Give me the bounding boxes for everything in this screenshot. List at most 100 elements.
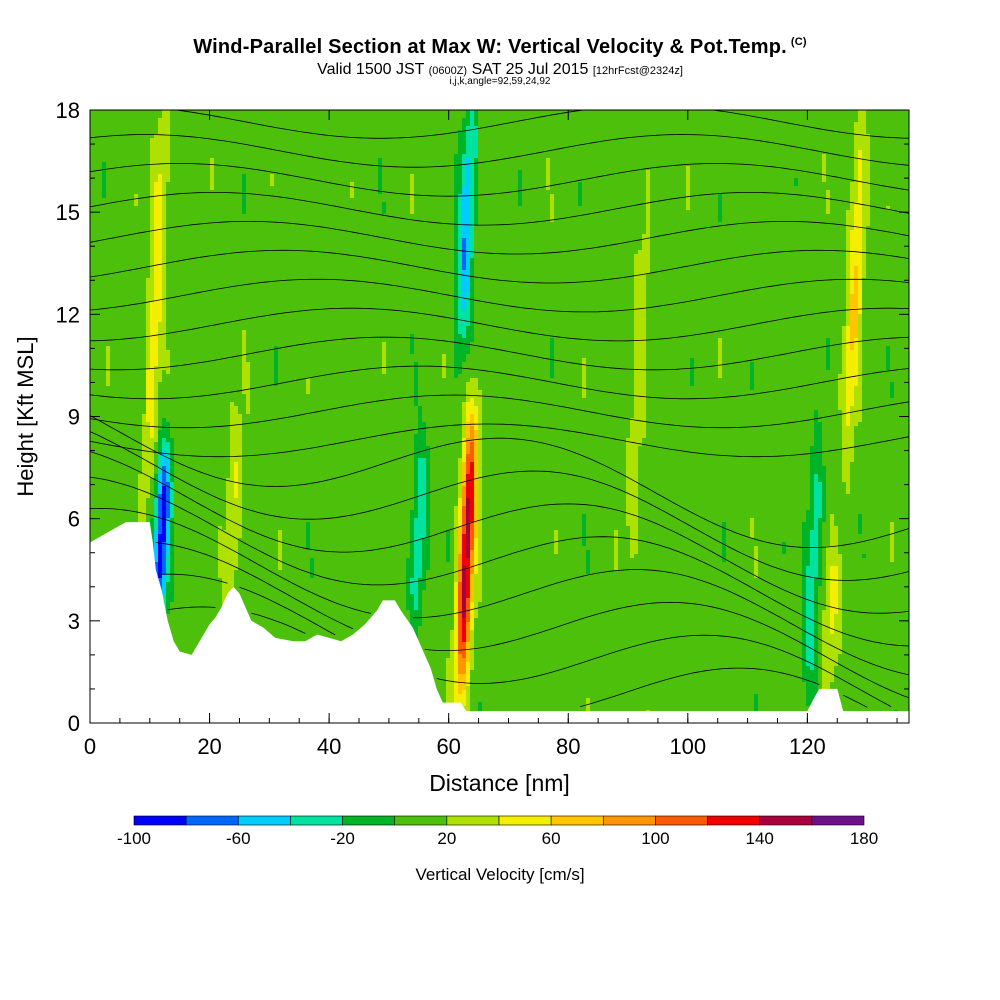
velocity-cell [110, 342, 114, 346]
velocity-cell [122, 350, 126, 354]
velocity-cell [94, 438, 98, 442]
velocity-cell [118, 334, 122, 338]
velocity-cell [134, 426, 138, 430]
velocity-cell [122, 330, 126, 334]
velocity-cell [110, 362, 114, 366]
velocity-cell [106, 486, 110, 490]
velocity-cell [130, 426, 134, 430]
velocity-cell [110, 378, 114, 382]
velocity-cell [106, 446, 110, 450]
velocity-cell [118, 194, 122, 198]
velocity-cell [122, 214, 126, 218]
velocity-cell [94, 338, 98, 342]
velocity-cell [102, 354, 106, 358]
velocity-cell [94, 110, 98, 114]
velocity-cell [126, 382, 130, 386]
velocity-cell [122, 478, 126, 482]
velocity-cell [118, 242, 122, 246]
velocity-cell [106, 218, 110, 222]
velocity-cell [122, 418, 126, 422]
velocity-cell [102, 146, 106, 150]
velocity-cell [102, 358, 106, 362]
velocity-cell [122, 486, 126, 490]
velocity-cell [126, 214, 130, 218]
velocity-cell [90, 230, 94, 234]
velocity-cell [102, 262, 106, 266]
velocity-cell [102, 502, 106, 506]
velocity-cell [98, 406, 102, 410]
velocity-cell [118, 498, 122, 502]
velocity-cell [134, 294, 138, 298]
velocity-cell [90, 510, 94, 514]
velocity-cell [114, 378, 118, 382]
velocity-cell [118, 510, 122, 514]
velocity-cell [110, 286, 114, 290]
velocity-cell [134, 306, 138, 310]
velocity-cell [122, 314, 126, 318]
velocity-cell [134, 290, 138, 294]
velocity-cell [122, 246, 126, 250]
velocity-cell [118, 294, 122, 298]
velocity-cell [130, 290, 134, 294]
velocity-cell [110, 146, 114, 150]
velocity-cell [130, 218, 134, 222]
velocity-cell [90, 354, 94, 358]
velocity-cell [110, 130, 114, 134]
velocity-cell [110, 370, 114, 374]
velocity-cell [98, 274, 102, 278]
velocity-cell [114, 290, 118, 294]
velocity-cell [90, 466, 94, 470]
velocity-cell [114, 170, 118, 174]
velocity-cell [130, 434, 134, 438]
velocity-cell [102, 486, 106, 490]
velocity-cell [130, 306, 134, 310]
velocity-cell [102, 322, 106, 326]
velocity-cell [130, 442, 134, 446]
velocity-cell [114, 314, 118, 318]
velocity-cell [134, 114, 138, 118]
velocity-cell [94, 470, 98, 474]
velocity-cell [134, 342, 138, 346]
velocity-cell [102, 314, 106, 318]
velocity-cell [106, 198, 110, 202]
velocity-cell [130, 150, 134, 154]
velocity-cell [90, 226, 94, 230]
velocity-cell [106, 506, 110, 510]
velocity-cell [110, 250, 114, 254]
velocity-cell [114, 454, 118, 458]
velocity-cell [106, 114, 110, 118]
velocity-cell [98, 522, 102, 526]
velocity-cell [130, 474, 134, 478]
velocity-cell [94, 390, 98, 394]
velocity-cell [122, 250, 126, 254]
velocity-cell [110, 490, 114, 494]
velocity-cell [98, 402, 102, 406]
velocity-cell [134, 430, 138, 434]
velocity-cell [118, 426, 122, 430]
velocity-cell [94, 498, 98, 502]
velocity-cell [130, 362, 134, 366]
velocity-cell [94, 354, 98, 358]
velocity-cell [118, 142, 122, 146]
velocity-cell [114, 262, 118, 266]
velocity-cell [118, 362, 122, 366]
velocity-cell [134, 234, 138, 238]
velocity-cell [114, 178, 118, 182]
velocity-cell [94, 178, 98, 182]
velocity-cell [126, 354, 130, 358]
velocity-cell [134, 238, 138, 242]
velocity-cell [122, 510, 126, 514]
velocity-cell [134, 390, 138, 394]
velocity-cell [126, 326, 130, 330]
velocity-cell [106, 330, 110, 334]
velocity-cell [126, 202, 130, 206]
velocity-cell [122, 130, 126, 134]
velocity-cell [90, 150, 94, 154]
velocity-cell [118, 246, 122, 250]
velocity-cell [114, 490, 118, 494]
velocity-cell [126, 182, 130, 186]
velocity-cell [134, 186, 138, 190]
velocity-cell [90, 526, 94, 530]
velocity-cell [126, 306, 130, 310]
velocity-cell [90, 194, 94, 198]
